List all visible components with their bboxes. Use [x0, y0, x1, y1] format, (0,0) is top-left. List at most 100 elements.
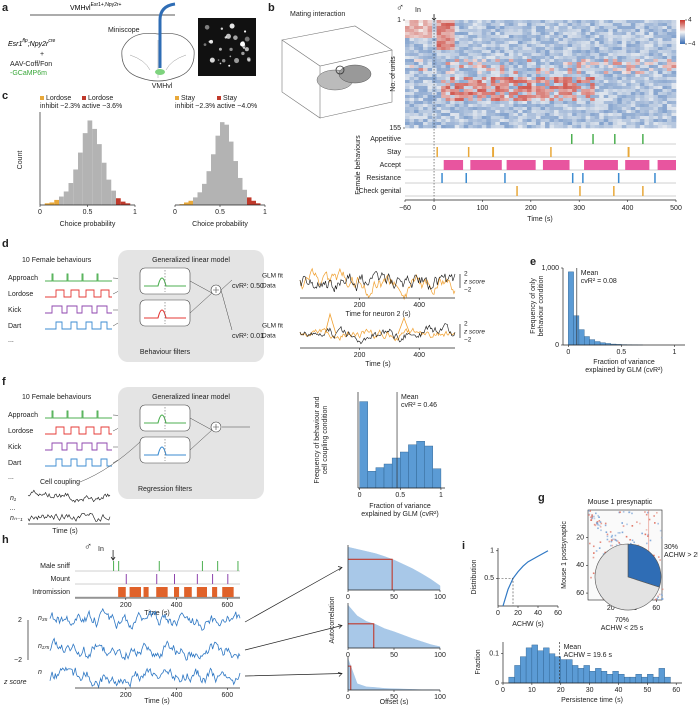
heatmap-cell: [472, 65, 478, 69]
matrix-cell: [595, 550, 598, 552]
bar: [600, 671, 608, 684]
heatmap-cell: [576, 44, 582, 48]
heatmap-cell: [540, 20, 546, 24]
heatmap-cell: [639, 119, 645, 123]
heatmap-cell: [517, 116, 523, 120]
heatmap-cell: [626, 35, 632, 39]
heatmap-cell: [486, 41, 492, 45]
heatmap-cell: [594, 47, 600, 51]
heatmap-cell: [513, 68, 519, 72]
heatmap-cell: [662, 29, 668, 33]
behaviour-event: [129, 587, 141, 597]
heatmap-cell: [545, 92, 550, 96]
heatmap-cell: [644, 92, 650, 96]
heatmap-cell: [572, 26, 577, 30]
heatmap-cell: [585, 59, 591, 63]
bar: [233, 161, 238, 205]
heatmap-cell: [666, 119, 672, 123]
heatmap-cell: [486, 56, 492, 60]
heatmap-cell: [463, 77, 469, 81]
heatmap-cell: [436, 35, 442, 39]
heatmap-cell: [585, 113, 591, 117]
heatmap-cell: [621, 77, 627, 81]
panel-label: e: [530, 256, 536, 268]
legend-swatch: [217, 96, 221, 100]
heatmap-cell: [581, 53, 586, 57]
heatmap-cell: [427, 113, 433, 117]
heatmap-cell: [644, 62, 650, 66]
heatmap-cell: [414, 41, 419, 45]
heatmap-cell: [603, 107, 609, 111]
x-tick-label: 10: [528, 687, 536, 694]
heatmap-cell: [617, 59, 623, 63]
heatmap-cell: [599, 62, 605, 66]
heatmap-cell: [423, 68, 428, 72]
heatmap-cell: [432, 29, 437, 33]
heatmap-cell: [535, 92, 541, 96]
heatmap-cell: [567, 104, 573, 108]
behaviour-event: [196, 574, 198, 584]
matrix-cell: [641, 532, 643, 535]
heatmap-cell: [554, 38, 559, 42]
heatmap-cell: [504, 104, 510, 108]
heatmap-cell: [612, 47, 618, 51]
heatmap-cell: [459, 125, 465, 129]
heatmap-cell: [405, 80, 410, 84]
neuron-label: ...: [10, 505, 16, 512]
heatmap-cell: [418, 92, 424, 96]
heatmap-cell: [648, 65, 654, 69]
heatmap-cell: [414, 32, 419, 36]
heatmap-cell: [630, 101, 636, 105]
heatmap-cell: [427, 23, 433, 27]
matrix-cell: [598, 520, 601, 522]
heatmap-cell: [612, 98, 618, 102]
heatmap-cell: [590, 113, 595, 117]
heatmap-cell: [414, 53, 419, 57]
heatmap-cell: [572, 86, 577, 90]
pie-value-label: 70%: [615, 617, 629, 624]
heatmap-cell: [495, 80, 501, 84]
heatmap-cell: [490, 65, 496, 69]
label: Frequency of only: [530, 278, 537, 334]
heatmap-cell: [463, 32, 469, 36]
matrix-cell: [645, 513, 648, 516]
heatmap-cell: [621, 125, 627, 129]
heatmap-cell: [486, 62, 492, 66]
bar: [664, 676, 671, 684]
bar: [125, 203, 131, 205]
heatmap-cell: [617, 47, 623, 51]
heatmap-cell: [567, 89, 573, 93]
heatmap-cell: [554, 56, 559, 60]
heatmap-cell: [621, 80, 627, 84]
heatmap-cell: [585, 125, 591, 129]
heatmap-cell: [617, 83, 623, 87]
pie-label: ACHW < 25 s: [601, 625, 644, 632]
heatmap-cell: [666, 20, 672, 24]
matrix-cell: [605, 531, 608, 533]
heatmap-cell: [671, 74, 677, 78]
heatmap-cell: [603, 38, 609, 42]
heatmap-cell: [657, 53, 663, 57]
heatmap-cell: [526, 101, 532, 105]
arrow: [189, 292, 213, 314]
heatmap-cell: [671, 77, 677, 81]
x-tick-label: −60: [399, 205, 411, 212]
heatmap-cell: [635, 122, 641, 126]
heatmap-cell: [594, 20, 600, 24]
heatmap-cell: [436, 95, 442, 99]
input-pulse: [45, 321, 112, 330]
input-pulse: [45, 426, 112, 435]
heatmap-cell: [626, 29, 632, 33]
heatmap-cell: [599, 59, 605, 63]
heatmap-cell: [441, 98, 446, 102]
heatmap-cell: [671, 53, 677, 57]
decorative-trace: [49, 637, 241, 661]
heatmap-cell: [418, 41, 424, 45]
heatmap-cell: [599, 23, 605, 27]
heatmap-cell: [558, 116, 564, 120]
heatmap-cell: [567, 44, 573, 48]
heatmap-cell: [468, 107, 474, 111]
heatmap-cell: [671, 125, 677, 129]
heatmap-cell: [666, 56, 672, 60]
matrix-cell: [625, 535, 628, 538]
